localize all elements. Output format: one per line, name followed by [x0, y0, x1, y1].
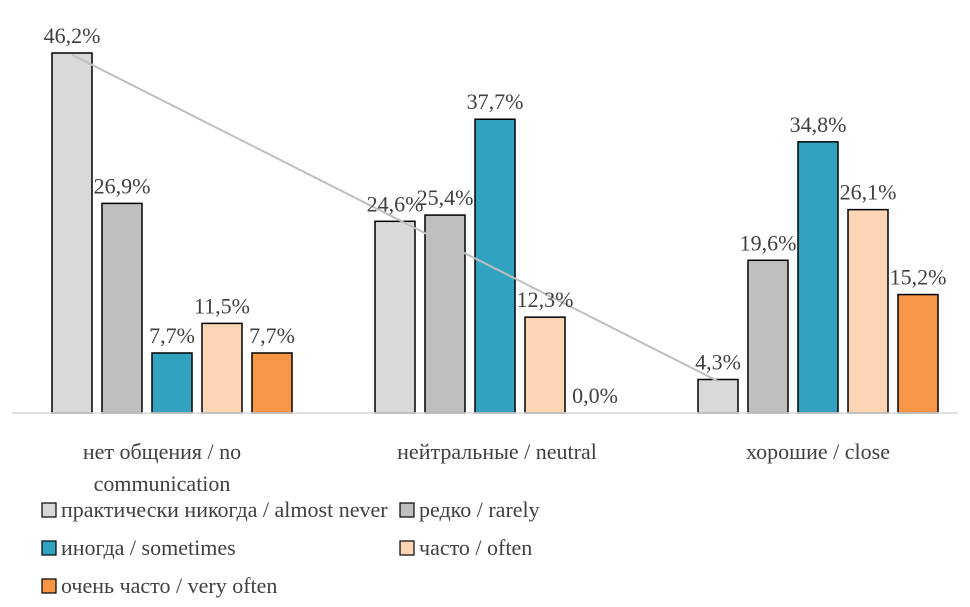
category-labels-group: нет общения / no communication нейтральные…	[83, 439, 890, 496]
bar-often-3	[847, 208, 889, 414]
trendline	[71, 53, 719, 383]
legend-item-very-often: очень часто / very often	[41, 573, 277, 598]
data-label: 34,8%	[790, 112, 847, 137]
data-label: 15,2%	[890, 265, 947, 290]
legend-label: редко / rarely	[419, 497, 540, 522]
data-label: 12,3%	[517, 287, 574, 312]
data-label: 26,1%	[840, 180, 897, 205]
data-label: 46,2%	[44, 23, 101, 48]
data-label: 19,6%	[740, 230, 797, 255]
legend-item-almost-never: практически никогда / almost never	[41, 497, 388, 522]
bar-sometimes-3	[797, 141, 839, 414]
legend-item-often: часто / often	[399, 535, 532, 560]
data-label: 4,3%	[695, 349, 741, 374]
category-label: хорошие / close	[746, 439, 890, 464]
bar-rarely-1	[101, 202, 143, 414]
legend-label: иногда / sometimes	[61, 535, 236, 560]
data-label: 11,5%	[194, 293, 250, 318]
data-label: 0,0%	[572, 383, 618, 408]
legend-item-rarely: редко / rarely	[399, 497, 540, 522]
bar-rarely-2	[424, 214, 466, 414]
legend-label: очень часто / very often	[61, 573, 277, 598]
trendline-group	[71, 53, 719, 383]
legend-swatch	[41, 502, 57, 518]
legend-swatch	[41, 540, 57, 556]
bar-sometimes-2	[474, 118, 516, 414]
data-label: 25,4%	[417, 185, 474, 210]
data-label: 24,6%	[367, 191, 424, 216]
bar-often-1	[201, 322, 243, 414]
legend-swatch	[399, 502, 415, 518]
legend-label: практически никогда / almost never	[61, 497, 388, 522]
bar-often-2	[524, 316, 566, 414]
legend-swatch	[41, 578, 57, 594]
legend: практически никогда / almost never редко …	[41, 497, 540, 598]
category-label: нет общения / no communication	[83, 439, 241, 496]
bars-group	[51, 52, 939, 414]
bar-almost-never-3	[697, 378, 739, 414]
bar-very-often-3	[897, 293, 939, 414]
data-labels-group: 46,2% 24,6% 4,3% 26,9% 25,4% 19,6% 7,7% 37,7% 34…	[44, 23, 947, 408]
data-label: 26,9%	[94, 173, 151, 198]
data-label: 37,7%	[467, 89, 524, 114]
data-label: 7,7%	[249, 323, 295, 348]
bar-very-often-1	[251, 352, 293, 414]
legend-item-sometimes: иногда / sometimes	[41, 535, 236, 560]
bar-almost-never-2	[374, 220, 416, 414]
legend-label: часто / often	[419, 535, 532, 560]
bar-sometimes-1	[151, 352, 193, 414]
legend-swatch	[399, 540, 415, 556]
data-label: 7,7%	[149, 323, 195, 348]
bar-almost-never-1	[51, 52, 93, 414]
category-label: нейтральные / neutral	[397, 439, 597, 464]
bar-rarely-3	[747, 259, 789, 414]
